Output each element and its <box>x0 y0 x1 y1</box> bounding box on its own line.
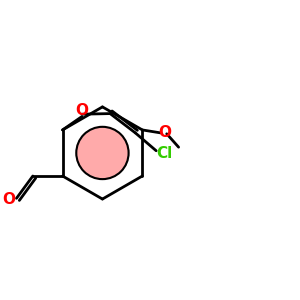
Text: O: O <box>75 103 88 118</box>
Text: O: O <box>158 125 171 140</box>
Text: O: O <box>2 192 16 207</box>
Circle shape <box>76 127 129 179</box>
Text: Cl: Cl <box>156 146 172 160</box>
